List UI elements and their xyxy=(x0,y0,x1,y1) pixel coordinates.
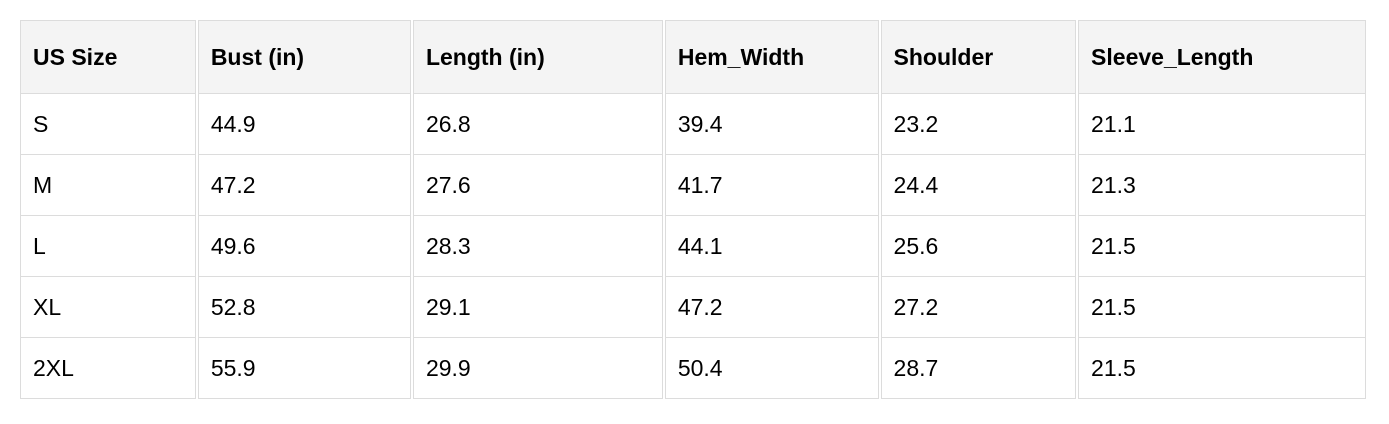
table-cell: 25.6 xyxy=(880,216,1077,277)
header-row: US Size Bust (in) Length (in) Hem_Width … xyxy=(20,20,1366,94)
table-cell: 21.3 xyxy=(1078,155,1366,216)
table-cell: 23.2 xyxy=(880,94,1077,155)
table-cell: S xyxy=(20,94,196,155)
table-cell: 29.9 xyxy=(412,338,663,399)
size-chart-table: US Size Bust (in) Length (in) Hem_Width … xyxy=(18,20,1368,399)
table-cell: 27.6 xyxy=(412,155,663,216)
header-cell: Sleeve_Length xyxy=(1078,20,1366,94)
table-cell: 41.7 xyxy=(664,155,879,216)
table-cell: 21.5 xyxy=(1078,338,1366,399)
table-cell: 47.2 xyxy=(664,277,879,338)
table-row: XL 52.8 29.1 47.2 27.2 21.5 xyxy=(20,277,1366,338)
table-cell: 55.9 xyxy=(197,338,411,399)
table-row: M 47.2 27.6 41.7 24.4 21.3 xyxy=(20,155,1366,216)
header-cell: US Size xyxy=(20,20,196,94)
table-cell: 2XL xyxy=(20,338,196,399)
table-row: L 49.6 28.3 44.1 25.6 21.5 xyxy=(20,216,1366,277)
table-cell: 29.1 xyxy=(412,277,663,338)
table-cell: 49.6 xyxy=(197,216,411,277)
table-cell: 39.4 xyxy=(664,94,879,155)
table-row: S 44.9 26.8 39.4 23.2 21.1 xyxy=(20,94,1366,155)
table-cell: 26.8 xyxy=(412,94,663,155)
table-cell: 44.9 xyxy=(197,94,411,155)
table-cell: 21.5 xyxy=(1078,277,1366,338)
table-cell: 28.7 xyxy=(880,338,1077,399)
table-cell: 27.2 xyxy=(880,277,1077,338)
table-cell: M xyxy=(20,155,196,216)
header-cell: Length (in) xyxy=(412,20,663,94)
table-cell: XL xyxy=(20,277,196,338)
table-cell: 50.4 xyxy=(664,338,879,399)
table-cell: 24.4 xyxy=(880,155,1077,216)
table-cell: L xyxy=(20,216,196,277)
table-cell: 28.3 xyxy=(412,216,663,277)
table-row: 2XL 55.9 29.9 50.4 28.7 21.5 xyxy=(20,338,1366,399)
table-cell: 21.5 xyxy=(1078,216,1366,277)
header-cell: Shoulder xyxy=(880,20,1077,94)
table-cell: 21.1 xyxy=(1078,94,1366,155)
header-cell: Bust (in) xyxy=(197,20,411,94)
header-cell: Hem_Width xyxy=(664,20,879,94)
table-cell: 44.1 xyxy=(664,216,879,277)
table-cell: 52.8 xyxy=(197,277,411,338)
table-cell: 47.2 xyxy=(197,155,411,216)
